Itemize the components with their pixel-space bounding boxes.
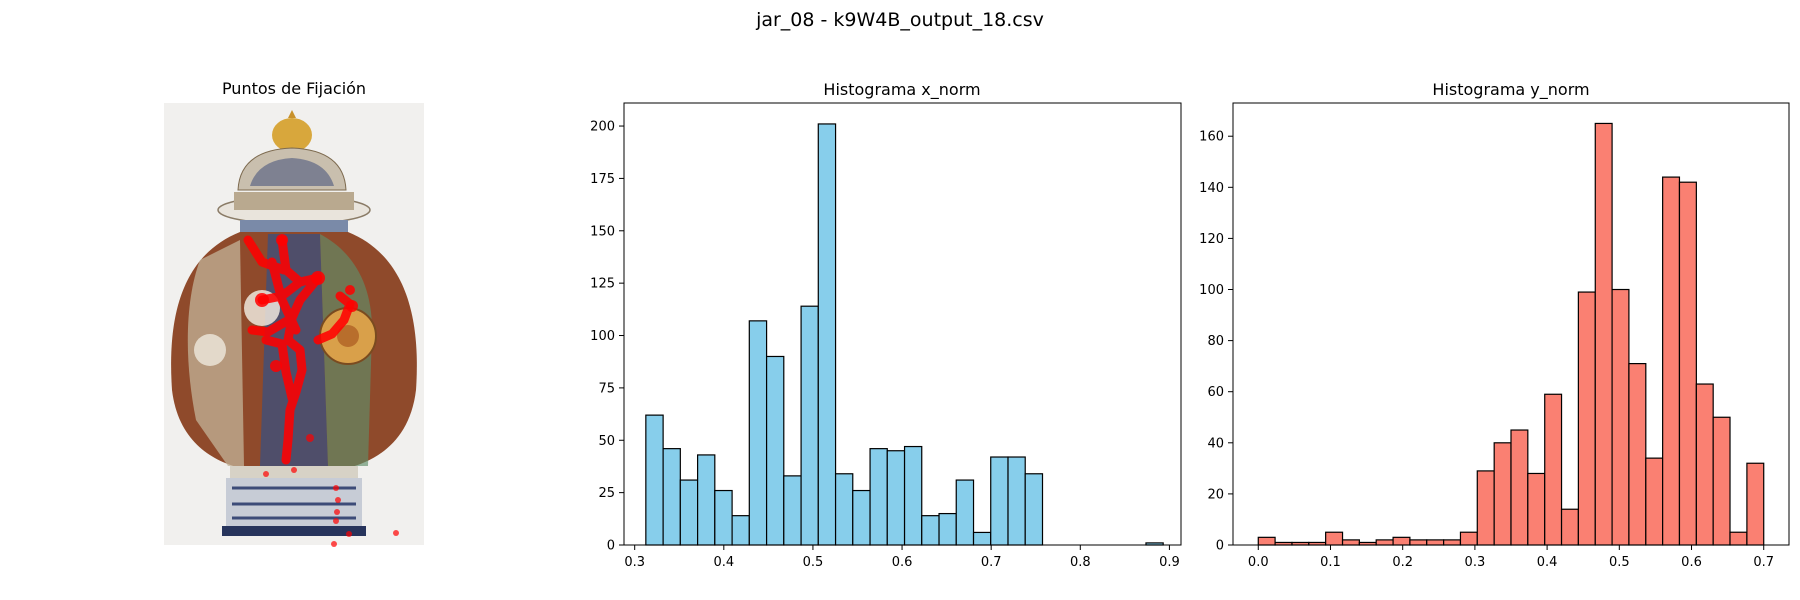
- y-tick-label: 125: [590, 277, 615, 292]
- x-tick-label: 0.6: [892, 555, 913, 570]
- y-tick-label: 40: [1207, 436, 1224, 451]
- y-tick-label: 160: [1199, 130, 1224, 145]
- histogram-bar: [955, 479, 975, 546]
- histogram-bar: [990, 456, 1009, 546]
- histogram-bar: [869, 448, 888, 546]
- histogram-y-xticks: 0.0 0.1 0.2 0.3 0.4 0.5 0.6 0.7: [1248, 545, 1774, 570]
- histogram-bar: [1712, 416, 1731, 546]
- histogram-bar: [697, 454, 716, 546]
- y-tick-label: 50: [598, 434, 615, 449]
- y-tick-label: 150: [590, 224, 615, 239]
- histogram-bar: [1577, 291, 1596, 546]
- histogram-bar: [1695, 383, 1714, 546]
- histogram-bar: [1325, 531, 1344, 546]
- histogram-bar: [921, 515, 940, 546]
- histogram-bar: [1628, 363, 1647, 546]
- x-tick-label: 0.7: [1753, 555, 1774, 570]
- histogram-bar: [1746, 462, 1765, 546]
- histogram-x-panel: Histograma x_norm 0.3 0.4 0.5 0.6 0.7 0.8 0.9 …: [590, 80, 1182, 570]
- histogram-bar: [1024, 473, 1044, 546]
- x-tick-label: 0.5: [1609, 555, 1630, 570]
- histogram-bar: [731, 515, 750, 546]
- histogram-bar: [765, 355, 785, 546]
- y-tick-label: 100: [590, 329, 615, 344]
- histogram-bar: [800, 305, 819, 546]
- histogram-y-bars: [1257, 122, 1765, 546]
- histogram-x-frame: [623, 102, 1182, 546]
- histogram-bar: [714, 489, 733, 546]
- x-tick-label: 0.3: [624, 555, 645, 570]
- histogram-bar: [1459, 531, 1478, 546]
- histogram-bar: [1527, 472, 1546, 546]
- y-tick-label: 0: [607, 539, 615, 554]
- x-tick-label: 0.1: [1320, 555, 1341, 570]
- histogram-bar: [1729, 531, 1748, 546]
- histogram-bar: [1510, 429, 1529, 546]
- histogram-bar: [1375, 539, 1394, 546]
- histogram-bar: [1645, 457, 1664, 546]
- x-tick-label: 0.2: [1392, 555, 1413, 570]
- x-tick-label: 0.6: [1681, 555, 1702, 570]
- histogram-bar: [1611, 288, 1630, 546]
- histogram-bar: [679, 479, 699, 546]
- y-tick-label: 200: [590, 120, 615, 135]
- histogram-bar: [662, 448, 681, 546]
- y-tick-label: 75: [598, 381, 615, 396]
- image-panel-title: Puntos de Fijación: [222, 79, 366, 98]
- x-tick-label: 0.5: [803, 555, 824, 570]
- x-tick-label: 0.3: [1465, 555, 1486, 570]
- histogram-bar: [834, 473, 854, 546]
- x-tick-label: 0.9: [1159, 555, 1180, 570]
- histogram-x-xticks: 0.3 0.4 0.5 0.6 0.7 0.8 0.9: [624, 545, 1180, 570]
- histogram-bar: [783, 475, 802, 546]
- y-tick-label: 0: [1216, 539, 1224, 554]
- x-tick-label: 0.4: [1537, 555, 1558, 570]
- histogram-bar: [1594, 122, 1613, 546]
- y-tick-label: 20: [1207, 487, 1224, 502]
- x-tick-label: 0.4: [713, 555, 734, 570]
- histogram-bar: [1443, 539, 1462, 546]
- histogram-bar: [1426, 539, 1445, 546]
- y-tick-label: 140: [1199, 181, 1224, 196]
- x-tick-label: 0.8: [1070, 555, 1091, 570]
- histogram-bar: [645, 414, 664, 546]
- histogram-bar: [1476, 470, 1495, 546]
- y-tick-label: 120: [1199, 232, 1224, 247]
- histogram-x-bars: [645, 123, 1164, 546]
- histogram-y-title: Histograma y_norm: [1432, 80, 1589, 100]
- histogram-bar: [1392, 536, 1411, 546]
- histogram-bar: [972, 531, 992, 546]
- histogram-bar: [1409, 539, 1428, 546]
- histogram-bar: [886, 450, 906, 546]
- histogram-bar: [1678, 181, 1697, 546]
- y-tick-label: 175: [590, 172, 615, 187]
- histogram-y-yticks: 0 20 40 60 80 100 120 140 160: [1199, 130, 1233, 554]
- histogram-x-yticks: 0 25 50 75 100 125 150 175 200: [590, 120, 624, 554]
- histogram-bar: [1544, 393, 1563, 546]
- histogram-bar: [938, 512, 957, 546]
- histogram-bar: [1257, 536, 1276, 546]
- histogram-bar: [817, 123, 837, 546]
- histogram-bar: [1560, 508, 1579, 546]
- histogram-bar: [748, 320, 768, 546]
- fixation-image-panel: Puntos de Fijación: [164, 79, 424, 547]
- histogram-x-title: Histograma x_norm: [823, 80, 980, 100]
- histogram-bar: [852, 489, 871, 546]
- x-tick-label: 0.0: [1248, 555, 1269, 570]
- y-tick-label: 100: [1199, 283, 1224, 298]
- fixation-points: [243, 234, 399, 547]
- histogram-y-frame: [1232, 102, 1790, 546]
- y-tick-label: 25: [598, 486, 615, 501]
- y-tick-label: 60: [1207, 385, 1224, 400]
- figure-suptitle: jar_08 - k9W4B_output_18.csv: [755, 9, 1044, 31]
- histogram-y-panel: Histograma y_norm 0.0 0.1 0.2 0.3 0.4 0.5 0.6 0…: [1199, 80, 1790, 570]
- histogram-bar: [1493, 442, 1512, 546]
- y-tick-label: 80: [1207, 334, 1224, 349]
- x-tick-label: 0.7: [981, 555, 1002, 570]
- histogram-bar: [1007, 456, 1026, 546]
- histogram-bar: [903, 445, 923, 546]
- histogram-bar: [1662, 176, 1681, 546]
- histogram-bar: [1341, 539, 1360, 546]
